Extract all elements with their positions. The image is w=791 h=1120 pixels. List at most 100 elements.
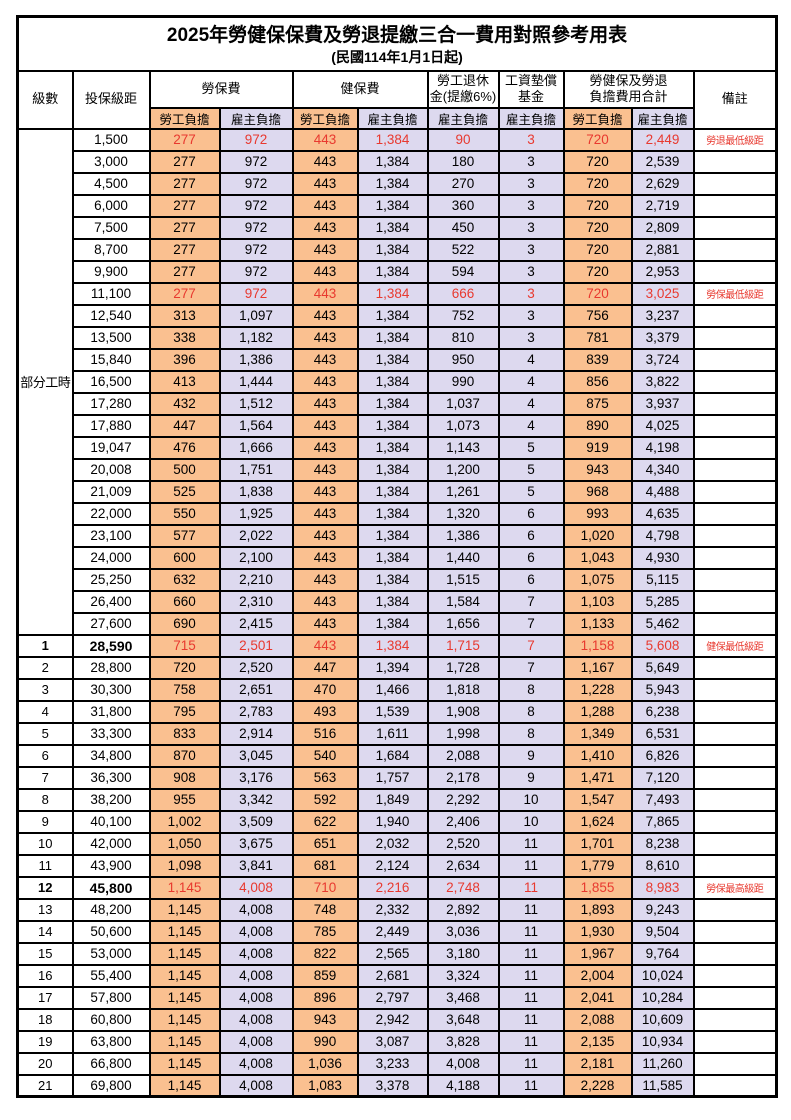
level-cell: 20 bbox=[16, 1051, 74, 1076]
bracket-cell: 28,590 bbox=[71, 633, 151, 658]
value-cell: 1,611 bbox=[356, 721, 429, 746]
value-cell: 3 bbox=[497, 171, 565, 196]
value-cell: 1,145 bbox=[148, 875, 221, 900]
value-cell: 2,178 bbox=[426, 765, 500, 790]
value-cell: 1,715 bbox=[426, 633, 500, 658]
value-cell: 11 bbox=[497, 941, 565, 966]
value-cell: 1,384 bbox=[356, 501, 429, 526]
value-cell: 720 bbox=[562, 149, 633, 174]
value-cell: 2,088 bbox=[562, 1007, 633, 1032]
value-cell: 3,180 bbox=[426, 941, 500, 966]
value-cell: 5,608 bbox=[630, 633, 695, 658]
value-cell: 443 bbox=[291, 281, 359, 306]
value-cell: 5 bbox=[497, 457, 565, 482]
value-cell: 11 bbox=[497, 897, 565, 922]
value-cell: 443 bbox=[291, 369, 359, 394]
value-cell: 7,493 bbox=[630, 787, 695, 812]
value-cell: 1,288 bbox=[562, 699, 633, 724]
value-cell: 3,025 bbox=[630, 281, 695, 306]
value-cell: 4,340 bbox=[630, 457, 695, 482]
value-cell: 1,002 bbox=[148, 809, 221, 834]
value-cell: 1,384 bbox=[356, 567, 429, 592]
value-cell: 8 bbox=[497, 677, 565, 702]
value-cell: 516 bbox=[291, 721, 359, 746]
value-cell: 3,036 bbox=[426, 919, 500, 944]
value-cell: 4 bbox=[497, 369, 565, 394]
table-row: 4 31,800 795 2,783 493 1,539 1,908 8 1,288 6,238 bbox=[16, 699, 778, 724]
value-cell: 859 bbox=[291, 963, 359, 988]
value-cell: 3,233 bbox=[356, 1051, 429, 1076]
value-cell: 1,564 bbox=[218, 413, 294, 438]
table-row: 1 28,590 715 2,501 443 1,384 1,715 7 1,158 5,608 健… bbox=[16, 633, 778, 658]
bracket-cell: 9,900 bbox=[71, 259, 151, 284]
header-total-employee: 勞工負擔 bbox=[562, 106, 633, 130]
value-cell: 720 bbox=[562, 193, 633, 218]
value-cell: 1,838 bbox=[218, 479, 294, 504]
value-cell: 1,384 bbox=[356, 215, 429, 240]
value-cell: 470 bbox=[291, 677, 359, 702]
level-cell: 17 bbox=[16, 985, 74, 1010]
level-cell: 12 bbox=[16, 875, 74, 900]
remark-cell bbox=[692, 237, 778, 262]
value-cell: 1,145 bbox=[148, 1073, 221, 1098]
value-cell: 3 bbox=[497, 193, 565, 218]
value-cell: 3,324 bbox=[426, 963, 500, 988]
value-cell: 1,471 bbox=[562, 765, 633, 790]
value-cell: 720 bbox=[562, 237, 633, 262]
table-row: 14 50,600 1,145 4,008 785 2,449 3,036 11 1,930 9,… bbox=[16, 919, 778, 944]
value-cell: 748 bbox=[291, 897, 359, 922]
level-cell: 1 bbox=[16, 633, 74, 658]
header-group-row: 級數 投保級距 勞保費 健保費 勞工退休 金(提繳6%) 工資墊償 基金 勞健保及勞… bbox=[16, 69, 778, 130]
value-cell: 1,228 bbox=[562, 677, 633, 702]
value-cell: 785 bbox=[291, 919, 359, 944]
remark-cell bbox=[692, 325, 778, 350]
value-cell: 313 bbox=[148, 303, 221, 328]
value-cell: 10,284 bbox=[630, 985, 695, 1010]
table-row: 2 28,800 720 2,520 447 1,394 1,728 7 1,167 5,649 bbox=[16, 655, 778, 680]
value-cell: 11 bbox=[497, 1007, 565, 1032]
bracket-cell: 11,100 bbox=[71, 281, 151, 306]
value-cell: 1,967 bbox=[562, 941, 633, 966]
value-cell: 972 bbox=[218, 215, 294, 240]
remark-cell bbox=[692, 743, 778, 768]
level-cell: 18 bbox=[16, 1007, 74, 1032]
value-cell: 1,384 bbox=[356, 347, 429, 372]
value-cell: 6,826 bbox=[630, 743, 695, 768]
value-cell: 875 bbox=[562, 391, 633, 416]
bracket-cell: 3,000 bbox=[71, 149, 151, 174]
value-cell: 972 bbox=[218, 237, 294, 262]
remark-cell bbox=[692, 985, 778, 1010]
value-cell: 2,088 bbox=[426, 743, 500, 768]
bracket-cell: 17,280 bbox=[71, 391, 151, 416]
value-cell: 3,822 bbox=[630, 369, 695, 394]
value-cell: 9,764 bbox=[630, 941, 695, 966]
remark-cell bbox=[692, 721, 778, 746]
value-cell: 4 bbox=[497, 391, 565, 416]
remark-cell bbox=[692, 831, 778, 856]
value-cell: 3 bbox=[497, 325, 565, 350]
table-row: 19 63,800 1,145 4,008 990 3,087 3,828 11 2,135 10… bbox=[16, 1029, 778, 1054]
bracket-cell: 23,100 bbox=[71, 523, 151, 548]
value-cell: 3 bbox=[497, 215, 565, 240]
value-cell: 1,145 bbox=[148, 941, 221, 966]
table-row: 16 55,400 1,145 4,008 859 2,681 3,324 11 2,004 10… bbox=[16, 963, 778, 988]
value-cell: 360 bbox=[426, 193, 500, 218]
value-cell: 4 bbox=[497, 347, 565, 372]
value-cell: 4 bbox=[497, 413, 565, 438]
bracket-cell: 30,300 bbox=[71, 677, 151, 702]
header-pension-employer: 雇主負擔 bbox=[426, 106, 500, 130]
value-cell: 443 bbox=[291, 303, 359, 328]
value-cell: 1,386 bbox=[218, 347, 294, 372]
table-row: 8,700 277 972 443 1,384 522 3 720 2,881 bbox=[18, 237, 778, 262]
value-cell: 681 bbox=[291, 853, 359, 878]
value-cell: 1,384 bbox=[356, 413, 429, 438]
value-cell: 993 bbox=[562, 501, 633, 526]
remark-cell: 勞保最高級距 bbox=[692, 875, 778, 900]
remark-cell bbox=[692, 589, 778, 614]
value-cell: 2,135 bbox=[562, 1029, 633, 1054]
header-labor-employer: 雇主負擔 bbox=[218, 106, 294, 130]
level-cell: 7 bbox=[16, 765, 74, 790]
bracket-cell: 4,500 bbox=[71, 171, 151, 196]
value-cell: 4,008 bbox=[218, 875, 294, 900]
value-cell: 432 bbox=[148, 391, 221, 416]
